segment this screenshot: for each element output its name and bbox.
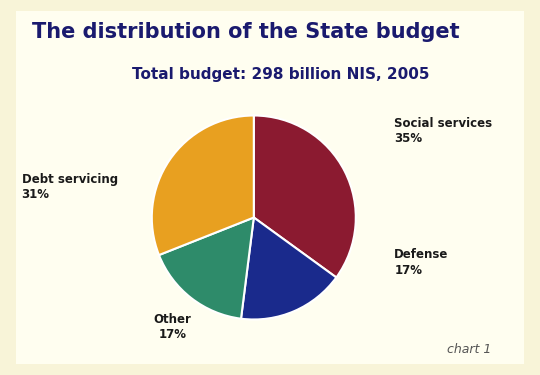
Wedge shape: [241, 217, 336, 320]
Text: chart 1: chart 1: [447, 343, 491, 356]
Wedge shape: [159, 217, 254, 319]
Text: Total budget: 298 billion NIS, 2005: Total budget: 298 billion NIS, 2005: [132, 68, 429, 82]
Wedge shape: [152, 116, 254, 255]
Text: Other
17%: Other 17%: [154, 313, 192, 341]
Text: The distribution of the State budget: The distribution of the State budget: [32, 22, 460, 42]
Text: Social services
35%: Social services 35%: [394, 117, 492, 145]
Wedge shape: [254, 116, 356, 278]
Text: Debt servicing
31%: Debt servicing 31%: [22, 174, 118, 201]
Text: Defense
17%: Defense 17%: [394, 249, 449, 276]
